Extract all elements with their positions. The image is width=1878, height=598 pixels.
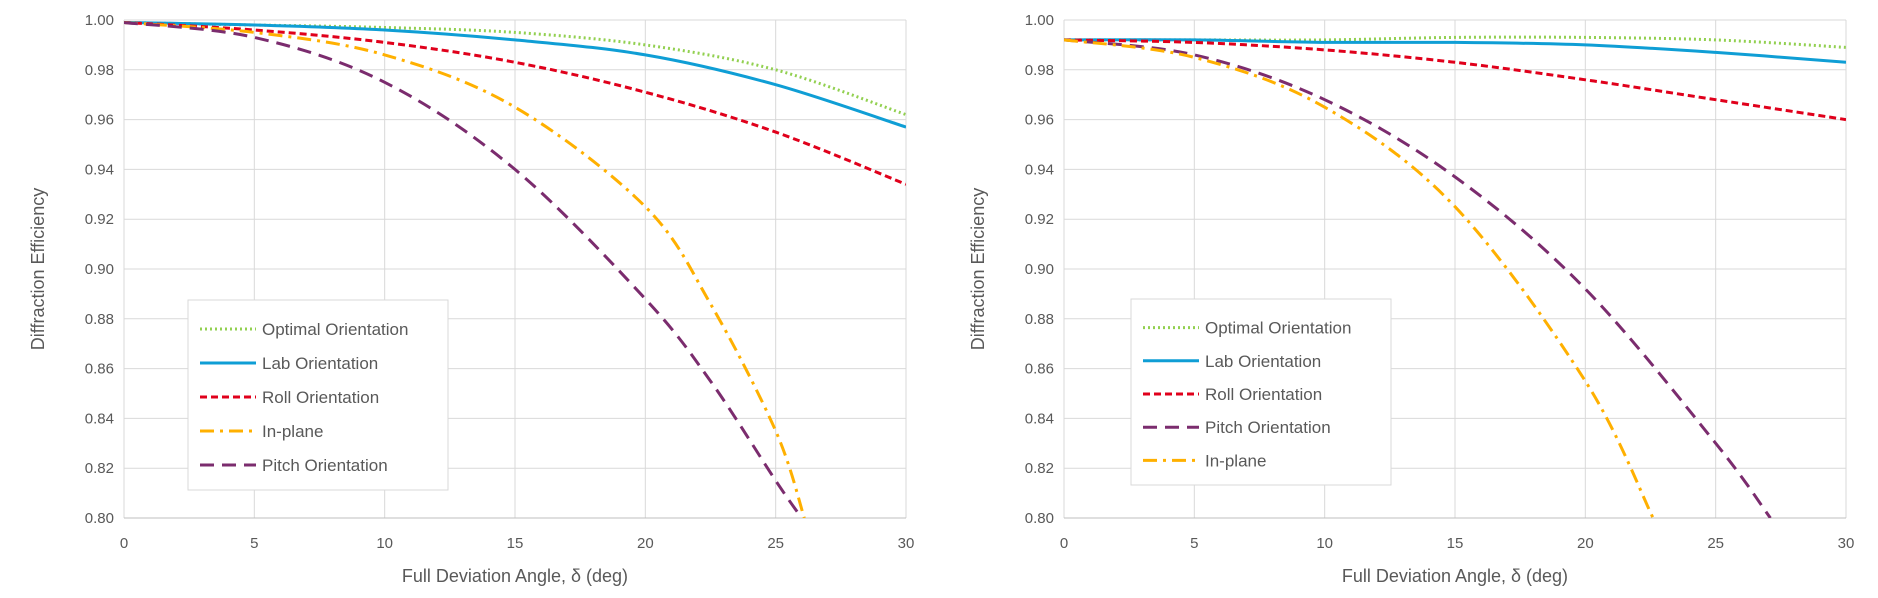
legend-label: In-plane <box>262 422 323 441</box>
y-tick-label: 0.90 <box>85 261 114 278</box>
legend-box <box>187 299 449 491</box>
chart-left: 0.80 0.82 0.84 0.86 0.88 0.90 0.92 0.94 0.96 0.98… <box>28 12 914 586</box>
series-line <box>1064 38 1655 518</box>
x-axis-label: Full Deviation Angle, δ (deg) <box>402 566 628 586</box>
x-tick-label: 5 <box>250 535 258 552</box>
x-tick-label: 10 <box>1316 535 1333 552</box>
legend-label: Optimal Orientation <box>262 320 408 339</box>
series-line <box>124 21 806 518</box>
y-axis-label: Diffraction Efficiency <box>968 188 988 350</box>
y-tick-label: 0.86 <box>1025 361 1054 378</box>
x-tick-label: 0 <box>1060 535 1068 552</box>
y-tick-label: 0.94 <box>85 161 114 178</box>
legend: Optimal Orientation Lab Orientation Roll O… <box>187 299 449 491</box>
y-tick-label: 0.86 <box>85 361 114 378</box>
x-tick-label: 10 <box>376 535 393 552</box>
y-tick-label: 0.82 <box>1025 460 1054 477</box>
y-tick-label: 1.00 <box>1025 12 1054 29</box>
y-tick-label: 0.94 <box>1025 161 1054 178</box>
x-tick-label: 5 <box>1190 535 1198 552</box>
y-tick-label: 0.84 <box>1025 410 1054 427</box>
series-line <box>1064 38 1772 518</box>
y-tick-label: 0.80 <box>85 510 114 527</box>
y-tick-label: 1.00 <box>85 12 114 29</box>
y-tick-label: 0.92 <box>1025 211 1054 228</box>
x-tick-label: 0 <box>120 535 128 552</box>
legend-label: Pitch Orientation <box>1205 418 1331 437</box>
y-tick-label: 0.88 <box>85 311 114 328</box>
y-tick-label: 0.96 <box>85 112 114 129</box>
y-tick-label: 0.98 <box>85 62 114 79</box>
legend: Optimal Orientation Lab Orientation Roll O… <box>1130 298 1392 486</box>
legend-label: Lab Orientation <box>1205 352 1321 371</box>
x-tick-label: 15 <box>1447 535 1464 552</box>
x-tick-label: 30 <box>1838 535 1855 552</box>
y-tick-label: 0.84 <box>85 410 114 427</box>
chart-right: 0.80 0.82 0.84 0.86 0.88 0.90 0.92 0.94 0.96 0.98… <box>968 12 1854 586</box>
x-tick-label: 30 <box>898 535 915 552</box>
legend-label: In-plane <box>1205 451 1266 470</box>
x-tick-label: 15 <box>507 535 524 552</box>
y-axis-label: Diffraction Efficiency <box>28 188 48 350</box>
legend-label: Lab Orientation <box>262 354 378 373</box>
legend-box <box>1130 298 1392 486</box>
y-tick-label: 0.96 <box>1025 112 1054 129</box>
series-line <box>124 21 906 186</box>
x-tick-label: 20 <box>637 535 654 552</box>
y-tick-label: 0.92 <box>85 211 114 228</box>
series-line <box>124 21 803 518</box>
series-line <box>1064 38 1846 64</box>
series-group <box>1064 35 1846 518</box>
legend-label: Roll Orientation <box>262 388 379 407</box>
y-tick-label: 0.98 <box>1025 62 1054 79</box>
series-line <box>124 21 906 129</box>
x-tick-label: 20 <box>1577 535 1594 552</box>
y-tick-label: 0.80 <box>1025 510 1054 527</box>
y-tick-label: 0.88 <box>1025 311 1054 328</box>
x-tick-label: 25 <box>1707 535 1724 552</box>
legend-label: Pitch Orientation <box>262 456 388 475</box>
x-tick-label: 25 <box>767 535 784 552</box>
x-axis-label: Full Deviation Angle, δ (deg) <box>1342 566 1568 586</box>
legend-label: Roll Orientation <box>1205 385 1322 404</box>
legend-label: Optimal Orientation <box>1205 319 1351 338</box>
series-group <box>124 21 906 518</box>
series-line <box>1064 38 1846 122</box>
y-tick-label: 0.90 <box>1025 261 1054 278</box>
y-tick-label: 0.82 <box>85 460 114 477</box>
